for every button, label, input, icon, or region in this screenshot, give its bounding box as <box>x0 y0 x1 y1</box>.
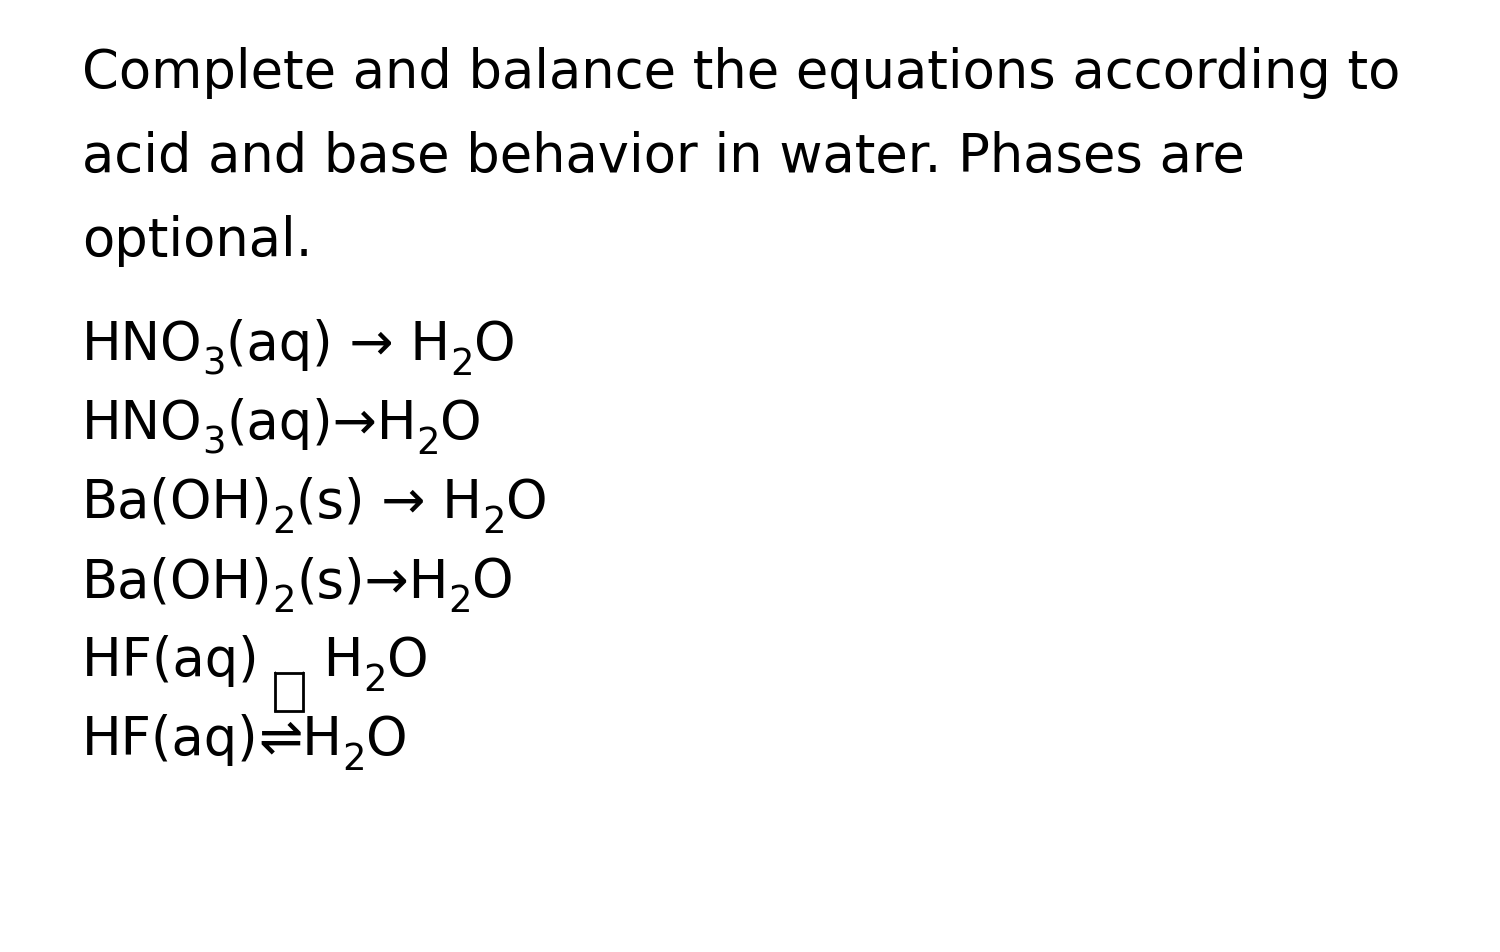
Text: O: O <box>474 319 516 371</box>
Text: Complete and balance the equations according to: Complete and balance the equations accor… <box>82 47 1401 99</box>
Text: 2: 2 <box>273 583 296 620</box>
Text: (s)→H: (s)→H <box>296 556 448 608</box>
Text: O: O <box>387 635 429 687</box>
Text: (aq)→H: (aq)→H <box>226 398 417 450</box>
Text: O: O <box>366 714 408 766</box>
Text: optional.: optional. <box>82 215 312 267</box>
Text: 2: 2 <box>417 425 441 462</box>
Text: 2: 2 <box>342 741 366 778</box>
Text: Ba(OH): Ba(OH) <box>82 477 273 529</box>
Text: HF(aq): HF(aq) <box>82 714 258 766</box>
Text: (s) → H: (s) → H <box>296 477 482 529</box>
Text: 3: 3 <box>202 425 226 462</box>
Text: O: O <box>472 556 514 608</box>
Text: 2: 2 <box>273 504 296 541</box>
Text: acid and base behavior in water. Phases are: acid and base behavior in water. Phases … <box>82 131 1245 183</box>
Text: HF(aq): HF(aq) <box>82 635 276 687</box>
Text: H: H <box>308 635 363 687</box>
Text: O: O <box>506 477 548 529</box>
Text: HNO: HNO <box>82 398 203 450</box>
Text: 2: 2 <box>450 346 474 383</box>
Text: Ba(OH): Ba(OH) <box>82 556 273 608</box>
Text: O: O <box>441 398 482 450</box>
Text: 2: 2 <box>482 504 506 541</box>
Text: ⇌H: ⇌H <box>258 714 342 766</box>
Text: HNO: HNO <box>82 319 203 371</box>
Text: 3: 3 <box>202 346 226 383</box>
Text: 2: 2 <box>363 662 387 699</box>
Text: (aq) → H: (aq) → H <box>226 319 450 371</box>
Text: 2: 2 <box>448 583 472 620</box>
